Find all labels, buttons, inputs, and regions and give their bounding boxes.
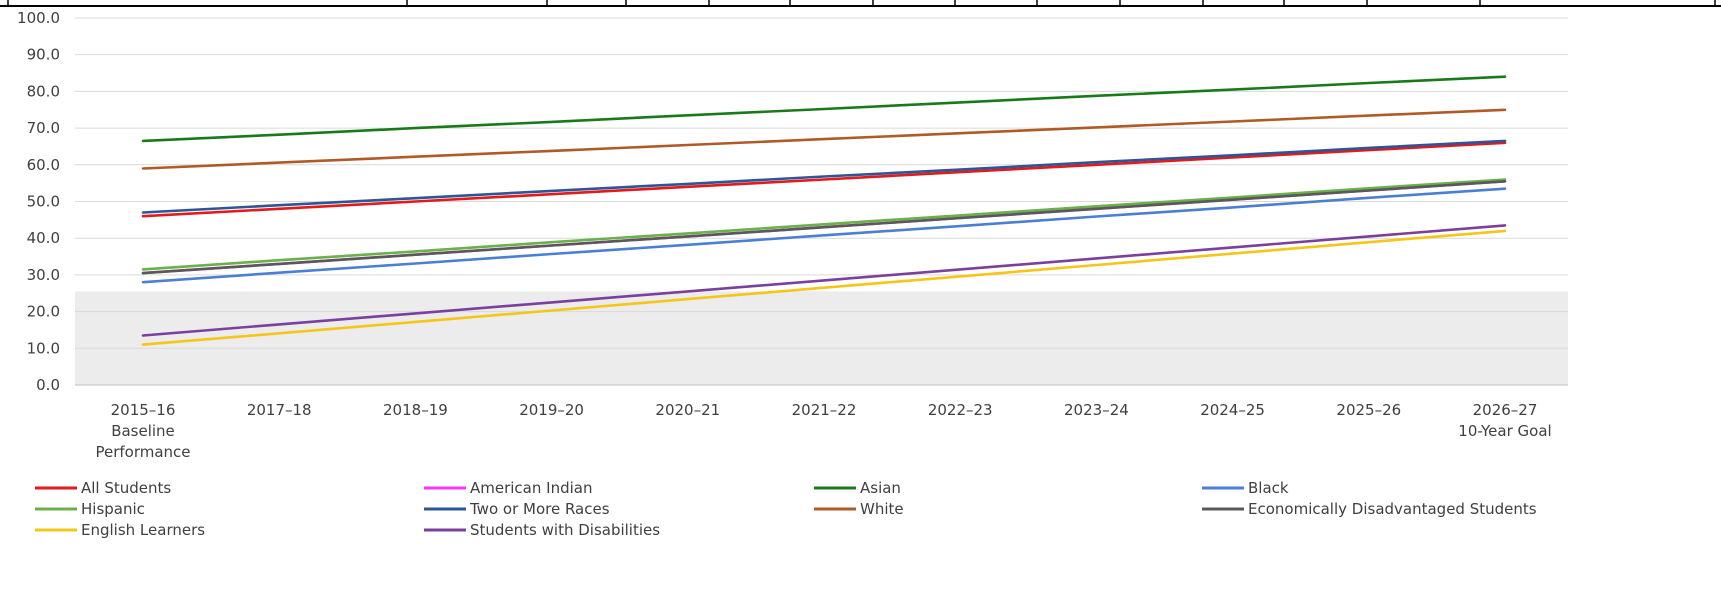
series-line [141, 187, 1507, 284]
series-line [141, 75, 1507, 143]
table-border-fragment [0, 0, 1721, 7]
shaded-band-rect [75, 291, 1568, 385]
gridlines [75, 17, 1568, 386]
x-tick-label: 2022–23 [928, 401, 993, 419]
series-line [141, 178, 1507, 271]
x-tick-label: 2021–22 [792, 401, 857, 419]
legend-label: Hispanic [81, 500, 145, 518]
series-line [141, 229, 1507, 346]
x-tick-label: 2015–16 Baseline Performance [95, 401, 190, 461]
x-tick-label: 2018–19 [383, 401, 448, 419]
y-tick-label: 0.0 [36, 376, 60, 394]
legend-label: Students with Disabilities [470, 521, 660, 539]
legend-label: Economically Disadvantaged Students [1248, 500, 1537, 518]
y-tick-label: 40.0 [27, 229, 60, 247]
x-tick-label: 2020–21 [655, 401, 720, 419]
x-tick-label: 2017–18 [247, 401, 312, 419]
y-tick-label: 100.0 [17, 9, 60, 27]
x-tick-label: 2024–25 [1200, 401, 1265, 419]
legend-label: Black [1248, 479, 1289, 497]
series-lines [141, 75, 1507, 346]
x-tick-label: 2019–20 [519, 401, 584, 419]
legend-label: All Students [81, 479, 171, 497]
x-tick-label: 2023–24 [1064, 401, 1129, 419]
y-tick-label: 90.0 [27, 46, 60, 64]
x-axis-ticks: 2015–16 Baseline Performance 2017–18 2018–19… [95, 401, 1551, 461]
series-line [141, 180, 1507, 275]
legend: All Students American Indian Asian Black His… [35, 479, 1537, 539]
legend-label: White [860, 500, 904, 518]
y-tick-label: 30.0 [27, 266, 60, 284]
series-line [141, 224, 1507, 337]
series-line [141, 139, 1507, 214]
y-tick-label: 50.0 [27, 193, 60, 211]
x-tick-label: 2025–26 [1336, 401, 1401, 419]
series-line [141, 141, 1507, 218]
x-tick-label: 2026–27 10-Year Goal [1458, 401, 1551, 440]
y-tick-label: 60.0 [27, 156, 60, 174]
shaded-band [75, 291, 1568, 385]
y-tick-label: 20.0 [27, 303, 60, 321]
y-tick-label: 70.0 [27, 119, 60, 137]
y-tick-label: 10.0 [27, 339, 60, 357]
legend-label: Two or More Races [469, 500, 610, 518]
legend-label: Asian [860, 479, 901, 497]
y-tick-label: 80.0 [27, 82, 60, 100]
series-line [141, 108, 1507, 170]
y-axis-ticks: 0.0 10.0 20.0 30.0 40.0 50.0 60.0 70.0 80.0 90.0 1… [17, 9, 60, 394]
legend-label: American Indian [470, 479, 592, 497]
legend-label: English Learners [81, 521, 205, 539]
